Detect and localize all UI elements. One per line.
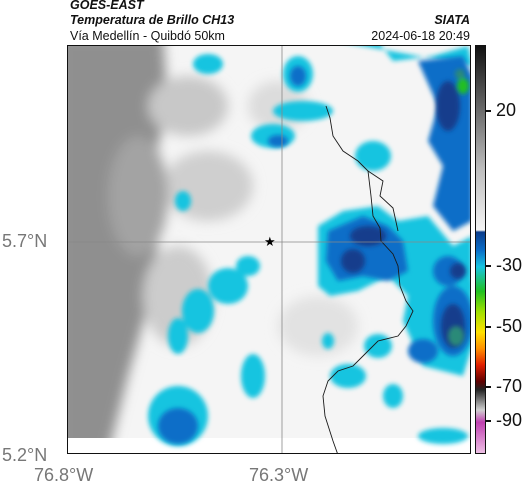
colorbar — [475, 45, 486, 454]
warm-cloudtop-region — [68, 46, 358, 453]
map-canvas: ★ — [68, 46, 470, 453]
cold-cloud-cyan — [148, 46, 470, 446]
border-line — [367, 170, 399, 232]
colorbar-gradient — [476, 46, 485, 453]
lat-label-5-2: 5.2°N — [2, 445, 48, 465]
colorbar-label-minus30: -30 — [496, 255, 523, 275]
colorbar-tick — [486, 420, 491, 422]
route-subtitle: Vía Medellín - Quibdó 50km — [70, 29, 225, 43]
star-icon: ★ — [264, 235, 276, 250]
satellite-map[interactable]: ★ — [67, 45, 471, 454]
organization-label: SIATA — [434, 13, 470, 27]
lat-label-5-7: 5.7°N — [2, 231, 48, 251]
coastline — [322, 105, 414, 453]
no-data-strip — [68, 438, 470, 453]
cold-cloud-core — [448, 69, 469, 346]
lon-label-76-8: 76.8°W — [34, 465, 94, 485]
colorbar-label-minus70: -70 — [496, 376, 523, 396]
colorbar-label-minus90: -90 — [496, 410, 523, 430]
colorbar-tick — [486, 386, 491, 388]
product-title: Temperatura de Brillo CH13 — [70, 13, 235, 27]
colorbar-tick — [486, 265, 491, 267]
colorbar-tick — [486, 326, 491, 328]
satellite-title: GOES-EAST — [70, 0, 144, 12]
colorbar-label-minus50: -50 — [496, 316, 523, 336]
timestamp-label: 2024-06-18 20:49 — [371, 29, 470, 43]
colorbar-label-20: 20 — [496, 100, 517, 120]
lon-label-76-3: 76.3°W — [249, 465, 309, 485]
colorbar-tick — [486, 110, 491, 112]
